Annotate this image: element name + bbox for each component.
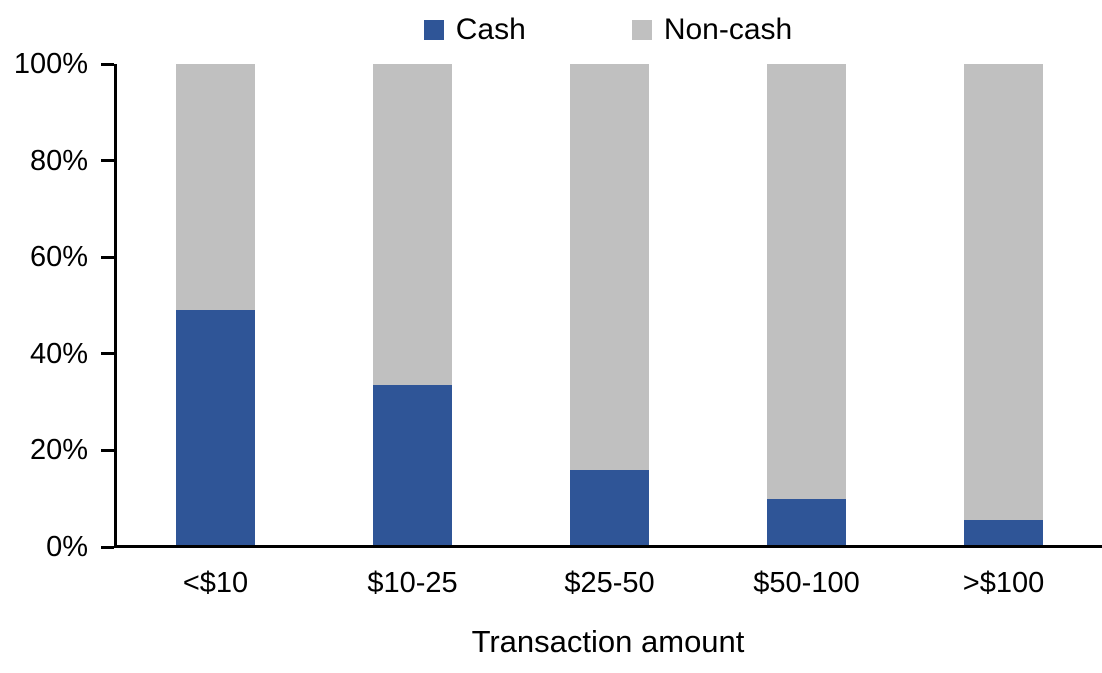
cash-legend-label: Cash bbox=[455, 13, 526, 46]
y-tick-label: 80% bbox=[29, 144, 88, 177]
y-tick-mark bbox=[101, 159, 114, 163]
bar-slot bbox=[314, 64, 511, 547]
y-tick-mark bbox=[101, 62, 114, 66]
stacked-bar-4 bbox=[767, 64, 846, 547]
x-axis-title: Transaction amount bbox=[471, 624, 745, 659]
chart-legend: Cash Non-cash bbox=[114, 8, 1102, 52]
x-tick-label: $25-50 bbox=[564, 567, 655, 599]
plot-area: 0% 20% 40% 60% 80% 100% bbox=[14, 49, 1102, 562]
x-axis-labels: <$10 $10-25 $25-50 $50-100 >$100 bbox=[117, 566, 1102, 600]
stacked-bar-1 bbox=[176, 64, 255, 547]
bar-slot bbox=[511, 64, 708, 547]
stacked-bar-5 bbox=[964, 64, 1043, 547]
cash-segment bbox=[964, 520, 1043, 547]
y-tick-label: 0% bbox=[46, 531, 88, 563]
noncash-segment bbox=[964, 64, 1043, 521]
y-tick-label: 100% bbox=[13, 48, 88, 80]
legend-item-noncash: Non-cash bbox=[631, 13, 793, 46]
cash-segment bbox=[373, 385, 452, 547]
y-tick-label: 40% bbox=[29, 337, 88, 370]
stacked-bar-3 bbox=[570, 64, 649, 547]
cash-segment bbox=[176, 310, 255, 547]
y-tick-mark bbox=[101, 352, 114, 356]
noncash-segment bbox=[767, 64, 846, 499]
bar-slot bbox=[905, 64, 1102, 547]
bars-container bbox=[117, 64, 1102, 547]
bar-slot bbox=[117, 64, 314, 547]
y-tick-mark bbox=[101, 255, 114, 259]
x-axis-line bbox=[114, 545, 1102, 548]
y-tick-mark bbox=[101, 545, 114, 549]
cash-segment bbox=[767, 498, 846, 547]
y-tick-label: 20% bbox=[29, 434, 88, 467]
cash-segment bbox=[570, 469, 649, 547]
legend-item-cash: Cash bbox=[423, 13, 526, 46]
x-tick-label: $50-100 bbox=[753, 567, 860, 599]
x-tick-label: >$100 bbox=[962, 567, 1045, 599]
y-tick-mark bbox=[101, 448, 114, 452]
y-tick-label: 60% bbox=[29, 241, 88, 274]
noncash-segment bbox=[570, 64, 649, 470]
cash-legend-swatch bbox=[423, 20, 444, 40]
noncash-legend-label: Non-cash bbox=[663, 13, 793, 46]
y-axis-line bbox=[114, 64, 117, 547]
bar-slot bbox=[708, 64, 905, 547]
noncash-segment bbox=[373, 64, 452, 386]
x-tick-label: <$10 bbox=[182, 567, 249, 599]
noncash-segment bbox=[176, 64, 255, 311]
stacked-bar-2 bbox=[373, 64, 452, 547]
noncash-legend-swatch bbox=[631, 20, 652, 40]
x-tick-label: $10-25 bbox=[367, 567, 458, 599]
